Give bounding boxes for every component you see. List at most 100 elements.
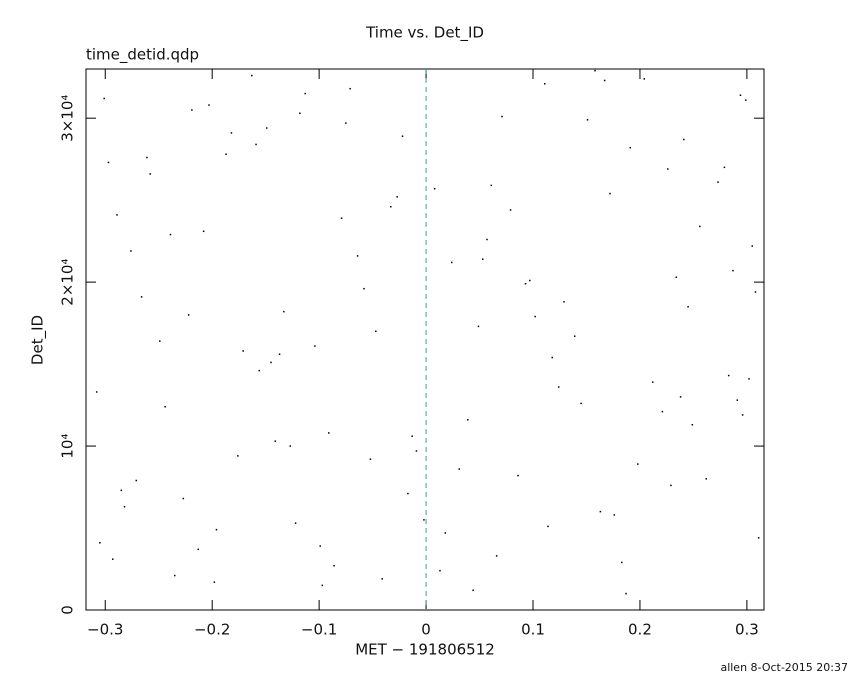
point [544, 83, 546, 85]
point [401, 135, 404, 137]
point [116, 214, 118, 216]
y-tick-label: 10⁴ [59, 434, 77, 459]
point [691, 423, 694, 426]
point [599, 510, 602, 513]
point [333, 564, 335, 567]
point [580, 402, 582, 405]
point [314, 345, 316, 347]
point [120, 489, 123, 492]
point [517, 474, 519, 477]
point [111, 558, 114, 560]
plot-frame [85, 68, 765, 611]
point [149, 173, 151, 175]
point [304, 92, 306, 95]
point [439, 569, 441, 572]
point [551, 356, 554, 359]
point [751, 245, 753, 247]
point [191, 109, 193, 111]
point [667, 168, 669, 170]
point [754, 291, 757, 293]
point [283, 310, 285, 313]
point [501, 115, 503, 118]
point [495, 555, 498, 557]
point [230, 132, 233, 134]
point [289, 445, 292, 447]
point [182, 497, 185, 500]
point [349, 87, 351, 90]
point [629, 146, 632, 149]
x-tick-label: 0.3 [735, 621, 759, 639]
y-tick-label: 3×10⁴ [59, 95, 77, 142]
point [294, 522, 297, 524]
point [433, 187, 436, 190]
point [135, 479, 138, 482]
point [557, 386, 560, 388]
point [321, 584, 324, 587]
point [717, 181, 719, 183]
point [345, 122, 347, 124]
point [683, 138, 685, 141]
point [99, 542, 101, 544]
x-tick-label: 0.2 [628, 621, 652, 639]
x-tick-label: −0.2 [194, 621, 230, 639]
footer: allen 8-Oct-2015 20:37 [720, 661, 848, 674]
point [736, 399, 739, 401]
point [547, 525, 549, 528]
point [661, 410, 664, 413]
point [450, 261, 453, 264]
point [679, 396, 682, 398]
point [328, 432, 330, 434]
point [340, 217, 343, 219]
point [423, 519, 425, 521]
point [258, 369, 260, 372]
point [130, 250, 132, 252]
point [748, 378, 750, 380]
point [215, 528, 218, 531]
point [745, 99, 747, 101]
point [242, 350, 244, 352]
point [140, 296, 143, 298]
point [407, 492, 409, 495]
point [727, 374, 730, 377]
point [509, 209, 512, 211]
point [213, 581, 216, 583]
x-axis-label: MET − 191806512 [355, 641, 495, 659]
point [757, 537, 760, 539]
point [237, 455, 239, 457]
point [159, 340, 161, 342]
point [255, 143, 257, 146]
point [415, 450, 418, 452]
point [594, 69, 596, 72]
point [270, 361, 272, 364]
point [164, 405, 166, 408]
x-tick-label: −0.3 [87, 621, 123, 639]
point [705, 478, 708, 480]
point [390, 205, 392, 208]
point [197, 548, 200, 551]
point [524, 283, 527, 285]
point [723, 166, 726, 169]
point [609, 192, 611, 195]
point [670, 484, 672, 487]
point [625, 592, 627, 595]
point [146, 156, 148, 159]
point [278, 353, 281, 356]
point [741, 414, 744, 416]
point [529, 279, 531, 282]
point [563, 301, 565, 303]
point [411, 435, 413, 437]
point [363, 287, 365, 290]
x-tick-label: 0.1 [521, 621, 545, 639]
x-tick-label: 0 [421, 621, 431, 639]
y-tick-label: 0 [59, 605, 77, 615]
point [613, 514, 616, 516]
point [123, 505, 126, 508]
point [444, 532, 447, 534]
y-axis-label: Det_ID [29, 315, 48, 365]
point [381, 578, 383, 580]
point [319, 545, 321, 547]
point [375, 330, 377, 333]
point [490, 184, 493, 187]
x-tick-label: −0.1 [301, 621, 337, 639]
